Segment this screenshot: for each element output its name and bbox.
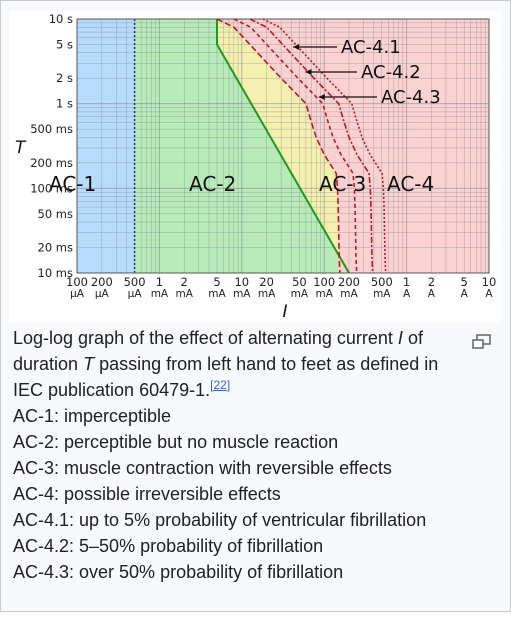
- y-tick-label: 2 s: [56, 71, 73, 85]
- y-tick-label: 100 ms: [30, 181, 73, 195]
- x-tick-unit: µA: [70, 288, 85, 300]
- x-tick-unit: A: [461, 288, 469, 300]
- x-tick-label: 10: [234, 275, 249, 289]
- arrow-head: [305, 69, 312, 75]
- x-tick-unit: µA: [95, 288, 110, 300]
- caption-current-symbol: I: [397, 328, 403, 348]
- caption-item: AC-2: perceptible but no muscle reaction: [13, 432, 339, 452]
- curve-label: AC-4.1: [341, 37, 401, 58]
- x-tick-label: 20: [259, 275, 274, 289]
- y-tick-label: 50 ms: [38, 207, 73, 221]
- x-tick-label: 200: [338, 275, 360, 289]
- x-tick-unit: A: [428, 288, 436, 300]
- curve-label: AC-4.2: [361, 62, 421, 83]
- y-tick-label: 1 s: [56, 97, 73, 111]
- graph-svg: AC-1 AC-2 AC-3 AC-4 AC-4.1 AC-4.2 AC-4.3 10 s 5 …: [15, 12, 497, 322]
- x-tick-unit: mA: [233, 288, 251, 300]
- y-tick-label: 5 s: [56, 37, 73, 51]
- x-tick-label: 1: [403, 275, 410, 289]
- zone-label: AC-3: [319, 172, 366, 196]
- x-tick-unit: mA: [340, 288, 358, 300]
- curve-ac4-3: [262, 18, 387, 274]
- x-tick-unit: mA: [258, 288, 276, 300]
- caption-item: AC-4.3: over 50% probability of fibrilla…: [13, 562, 344, 582]
- x-tick-label: 500: [371, 275, 393, 289]
- x-axis-title: I: [282, 302, 287, 322]
- x-tick-unit: mA: [208, 288, 226, 300]
- zone-label: AC-4: [387, 172, 434, 196]
- x-tick-unit: mA: [291, 288, 309, 300]
- x-tick-unit: mA: [151, 288, 169, 300]
- arrow-head: [293, 44, 300, 50]
- y-tick-label: 10 s: [49, 12, 73, 26]
- caption-text-1: Log-log graph of the effect of alternati…: [13, 328, 398, 348]
- x-tick-label: 5: [213, 275, 220, 289]
- enlarge-icon[interactable]: [471, 331, 495, 349]
- boundary-ac2-ac3: [215, 19, 350, 274]
- x-tick-label: 5: [461, 275, 468, 289]
- x-tick-label: 200: [91, 275, 113, 289]
- caption-intro: Log-log graph of the effect of alternati…: [13, 325, 495, 403]
- y-tick-label: 200 ms: [30, 156, 73, 170]
- y-axis-title: T: [15, 138, 27, 158]
- caption-text-3: passing from left hand to feet as define…: [13, 354, 439, 400]
- x-tick-label: 500: [124, 275, 146, 289]
- x-tick-label: 1: [156, 275, 163, 289]
- zone-label: AC-2: [189, 172, 236, 196]
- x-tick-unit: A: [485, 288, 493, 300]
- curve-label: AC-4.3: [381, 87, 441, 108]
- y-tick-label: 10 ms: [38, 266, 73, 280]
- reference-link[interactable]: [22]: [210, 378, 231, 392]
- curve-ac4-2: [249, 18, 374, 274]
- x-tick-unit: mA: [373, 288, 391, 300]
- x-tick-label: 10: [482, 275, 497, 289]
- x-tick-label: 100: [313, 275, 335, 289]
- caption-text-2: of duration: [13, 328, 423, 374]
- x-tick-unit: A: [403, 288, 411, 300]
- x-tick-label: 2: [181, 275, 188, 289]
- x-tick-unit: mA: [315, 288, 333, 300]
- x-tick-unit: mA: [175, 288, 193, 300]
- caption-item: AC-4.2: 5–50% probability of fibrillatio…: [13, 536, 324, 556]
- log-log-graph[interactable]: AC-1 AC-2 AC-3 AC-4 AC-4.1 AC-4.2 AC-4.3 10 s 5 …: [9, 11, 501, 323]
- caption-item: AC-1: imperceptible: [13, 406, 172, 426]
- caption-item: AC-4: possible irreversible effects: [13, 484, 281, 504]
- caption-item: AC-3: muscle contraction with reversible…: [13, 458, 392, 478]
- x-tick-label: 50: [292, 275, 307, 289]
- x-tick-unit: µA: [128, 288, 143, 300]
- arrow-head: [318, 94, 325, 100]
- caption-item: AC-4.1: up to 5% probability of ventricu…: [13, 510, 427, 530]
- plot-border: [76, 18, 490, 274]
- figure-caption: Log-log graph of the effect of alternati…: [13, 325, 495, 585]
- zone-ac1-fill: [77, 19, 135, 273]
- x-tick-label: 100: [66, 275, 88, 289]
- x-tick-label: 2: [428, 275, 435, 289]
- y-tick-label: 20 ms: [38, 241, 73, 255]
- caption-time-symbol: T: [83, 354, 95, 374]
- zone-label: AC-1: [49, 172, 96, 196]
- grid-lines: [76, 18, 490, 274]
- y-tick-label: 500 ms: [30, 122, 73, 136]
- curve-ac4-1: [233, 18, 358, 274]
